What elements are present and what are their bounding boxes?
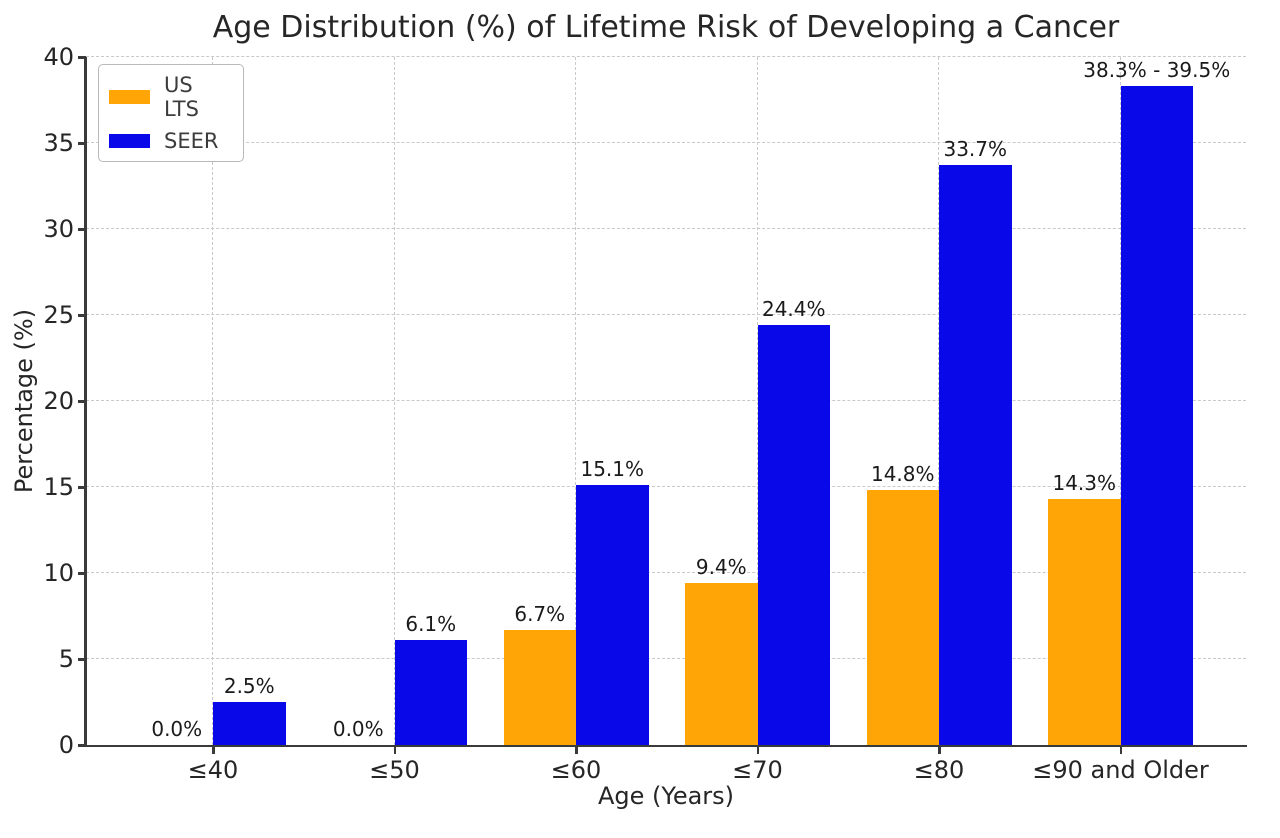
x-tick-label: ≤40 <box>187 756 239 784</box>
us-lts-swatch <box>109 90 150 104</box>
x-axis-label: Age (Years) <box>597 782 735 810</box>
x-tick-label: ≤70 <box>732 756 783 784</box>
x-gridline <box>212 57 214 745</box>
y-tick-mark <box>78 228 86 231</box>
x-tick-mark <box>756 747 759 754</box>
bar-value-label: 38.3% - 39.5% <box>1083 58 1231 83</box>
legend-label: US LTS <box>164 73 199 121</box>
bar-seer <box>939 165 1012 745</box>
y-tick-mark <box>78 314 86 317</box>
y-tick-label: 30 <box>43 215 74 243</box>
y-tick-mark <box>78 658 86 661</box>
y-tick-mark <box>78 400 86 403</box>
bar-value-label: 33.7% <box>943 137 1008 162</box>
x-tick-mark <box>938 747 941 754</box>
y-gridline <box>86 658 1246 660</box>
y-axis-spine <box>84 57 87 747</box>
bar-us-lts <box>685 583 758 745</box>
bar-us-lts <box>503 629 576 745</box>
legend-item-seer: SEER <box>109 129 233 153</box>
bar-value-label: 14.8% <box>870 462 935 487</box>
x-tick-label: ≤60 <box>550 756 602 784</box>
y-gridline <box>86 142 1246 144</box>
x-gridline <box>393 57 395 745</box>
x-tick-label: ≤50 <box>369 756 420 784</box>
x-gridline <box>756 57 758 745</box>
x-gridline <box>575 57 577 745</box>
bar-value-label: 6.7% <box>514 601 566 626</box>
y-tick-label: 10 <box>43 559 74 587</box>
y-tick-mark <box>78 744 86 747</box>
y-gridline <box>86 486 1246 488</box>
bar-value-label: 0.0% <box>151 717 203 741</box>
bar-value-label: 2.5% <box>223 674 275 698</box>
x-tick-mark <box>1119 747 1122 754</box>
x-gridline <box>1119 57 1121 745</box>
seer-swatch <box>109 134 150 148</box>
bar-value-label: 14.3% <box>1052 471 1117 496</box>
y-tick-label: 40 <box>43 43 74 71</box>
y-gridline <box>86 314 1246 316</box>
y-tick-mark <box>78 142 86 145</box>
y-tick-label: 25 <box>43 301 74 329</box>
bar-value-label: 6.1% <box>405 612 457 637</box>
bar-value-label: 24.4% <box>761 297 826 322</box>
y-tick-mark <box>78 56 86 59</box>
y-gridline <box>86 56 1246 58</box>
y-tick-label: 0 <box>58 731 74 759</box>
y-gridline <box>86 228 1246 230</box>
y-tick-mark <box>78 572 86 575</box>
bar-seer <box>213 702 286 745</box>
legend-item-us-lts: US LTS <box>109 73 233 121</box>
y-tick-label: 5 <box>58 645 74 673</box>
x-gridline <box>938 57 940 745</box>
y-tick-label: 20 <box>43 387 74 415</box>
x-tick-label: ≤90 and Older <box>1032 756 1209 784</box>
chart-title: Age Distribution (%) of Lifetime Risk of… <box>212 10 1120 45</box>
x-tick-mark <box>212 747 215 754</box>
bar-seer <box>394 640 467 745</box>
legend-label: SEER <box>164 129 219 153</box>
bar-value-label: 0.0% <box>332 717 384 741</box>
y-gridline <box>86 572 1246 574</box>
bar-us-lts <box>1048 499 1121 745</box>
bar-value-label: 15.1% <box>580 457 645 482</box>
x-tick-mark <box>575 747 578 754</box>
y-tick-mark <box>78 486 86 489</box>
x-axis-spine <box>84 744 1247 747</box>
bar-seer <box>576 485 649 745</box>
y-tick-label: 15 <box>43 473 74 501</box>
x-tick-mark <box>393 747 396 754</box>
y-tick-label: 35 <box>43 129 74 157</box>
bar-us-lts <box>866 490 939 745</box>
legend: US LTS SEER <box>98 64 244 162</box>
bar-value-label: 9.4% <box>695 555 747 580</box>
bar-seer <box>1120 86 1193 745</box>
y-gridline <box>86 400 1246 402</box>
x-tick-label: ≤80 <box>913 756 965 784</box>
bar-seer <box>757 325 830 745</box>
